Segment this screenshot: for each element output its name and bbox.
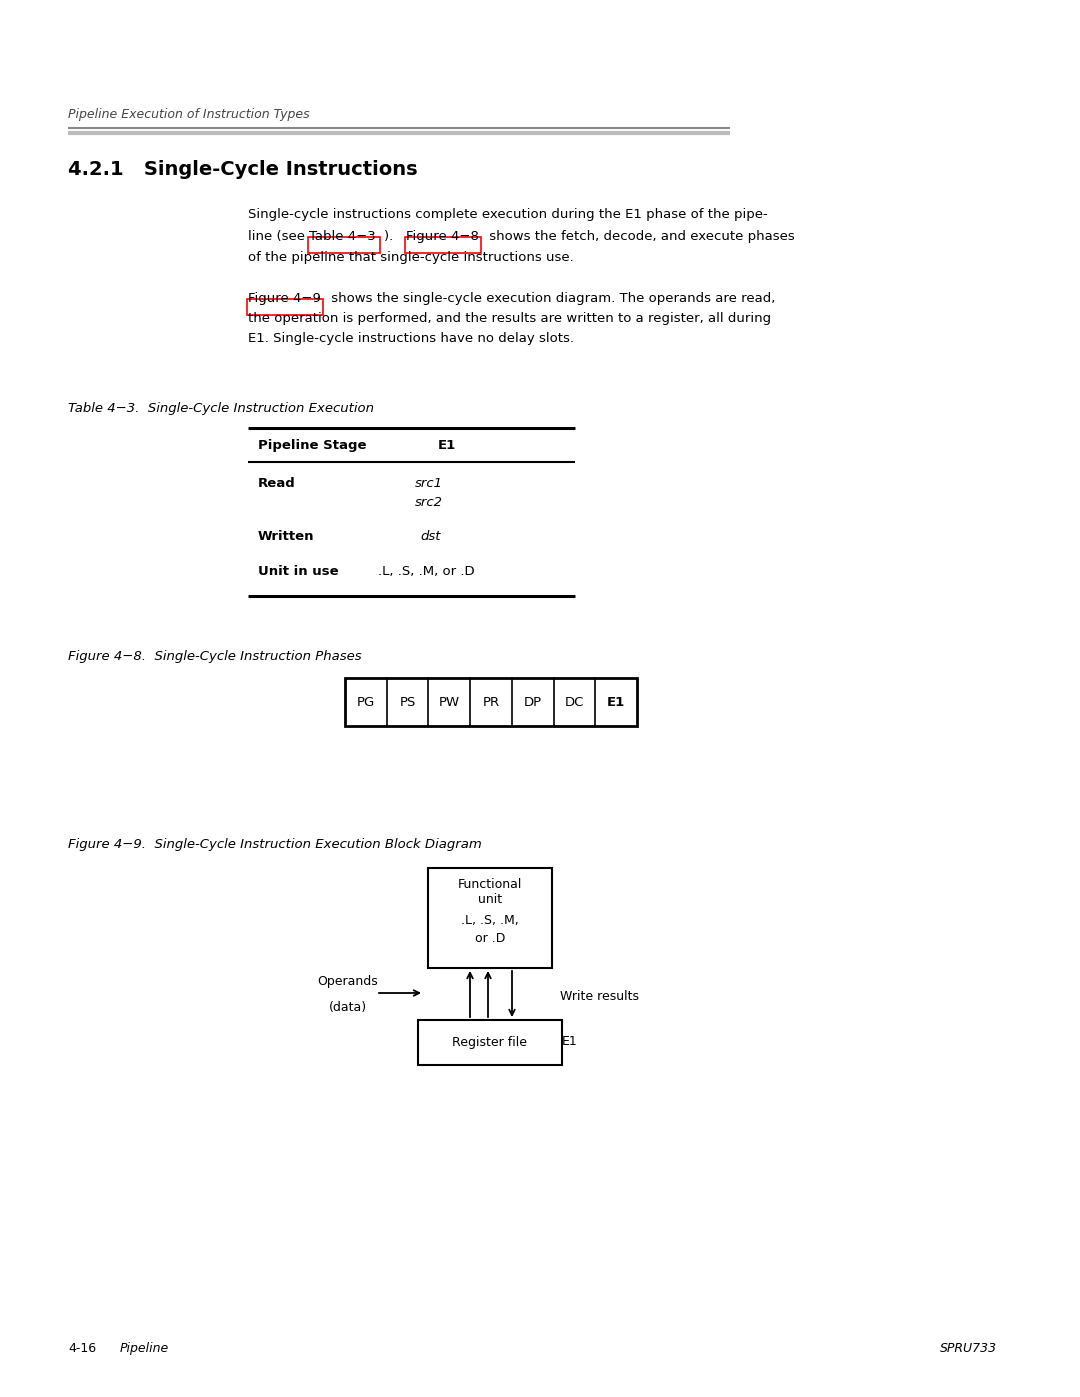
Text: Pipeline Execution of Instruction Types: Pipeline Execution of Instruction Types <box>68 108 310 122</box>
Text: Pipeline Stage: Pipeline Stage <box>258 439 366 453</box>
Bar <box>428 868 552 968</box>
Text: Functional: Functional <box>458 877 523 891</box>
Text: shows the single-cycle execution diagram. The operands are read,: shows the single-cycle execution diagram… <box>327 292 775 305</box>
Bar <box>308 237 380 253</box>
Text: line (see: line (see <box>248 231 309 243</box>
Text: src2: src2 <box>415 496 443 509</box>
Text: Figure 4−8.  Single-Cycle Instruction Phases: Figure 4−8. Single-Cycle Instruction Pha… <box>68 650 362 664</box>
Text: SPRU733: SPRU733 <box>940 1343 997 1355</box>
Text: shows the fetch, decode, and execute phases: shows the fetch, decode, and execute pha… <box>485 231 795 243</box>
Text: Table 4−3.  Single-Cycle Instruction Execution: Table 4−3. Single-Cycle Instruction Exec… <box>68 402 374 415</box>
Text: PW: PW <box>438 696 460 708</box>
Text: unit: unit <box>478 893 502 907</box>
Text: .L, .S, .M, or .D: .L, .S, .M, or .D <box>378 564 474 578</box>
Text: PS: PS <box>400 696 416 708</box>
Text: Table 4−3: Table 4−3 <box>309 231 376 243</box>
Text: E1: E1 <box>438 439 456 453</box>
Text: Figure 4−9: Figure 4−9 <box>248 292 321 305</box>
Text: dst: dst <box>420 529 441 543</box>
Text: the operation is performed, and the results are written to a register, all durin: the operation is performed, and the resu… <box>248 312 771 326</box>
Text: DC: DC <box>565 696 584 708</box>
Text: Unit in use: Unit in use <box>258 564 339 578</box>
Text: E1: E1 <box>607 696 625 708</box>
Text: Register file: Register file <box>453 1037 527 1049</box>
Text: .L, .S, .M,: .L, .S, .M, <box>461 914 518 928</box>
Text: Pipeline: Pipeline <box>120 1343 170 1355</box>
Bar <box>247 299 323 314</box>
Text: Write results: Write results <box>561 990 639 1003</box>
Text: 4-16: 4-16 <box>68 1343 96 1355</box>
Text: 4.2.1   Single-Cycle Instructions: 4.2.1 Single-Cycle Instructions <box>68 161 418 179</box>
Text: Figure 4−9.  Single-Cycle Instruction Execution Block Diagram: Figure 4−9. Single-Cycle Instruction Exe… <box>68 838 482 851</box>
Text: of the pipeline that single-cycle instructions use.: of the pipeline that single-cycle instru… <box>248 251 573 264</box>
Text: Operands: Operands <box>318 975 378 988</box>
Text: PG: PG <box>356 696 375 708</box>
Text: DP: DP <box>524 696 542 708</box>
Text: E1. Single-cycle instructions have no delay slots.: E1. Single-cycle instructions have no de… <box>248 332 573 345</box>
Text: PR: PR <box>483 696 500 708</box>
Bar <box>405 237 481 253</box>
Text: (data): (data) <box>329 1002 367 1014</box>
Text: Read: Read <box>258 476 296 490</box>
Text: E1: E1 <box>562 1035 578 1048</box>
Text: Written: Written <box>258 529 314 543</box>
Text: src1: src1 <box>415 476 443 490</box>
Bar <box>345 678 637 726</box>
Text: Single-cycle instructions complete execution during the E1 phase of the pipe-: Single-cycle instructions complete execu… <box>248 208 768 221</box>
Bar <box>418 1020 562 1065</box>
Text: or .D: or .D <box>475 932 505 944</box>
Text: Figure 4−8: Figure 4−8 <box>406 231 478 243</box>
Text: ).: ). <box>384 231 397 243</box>
